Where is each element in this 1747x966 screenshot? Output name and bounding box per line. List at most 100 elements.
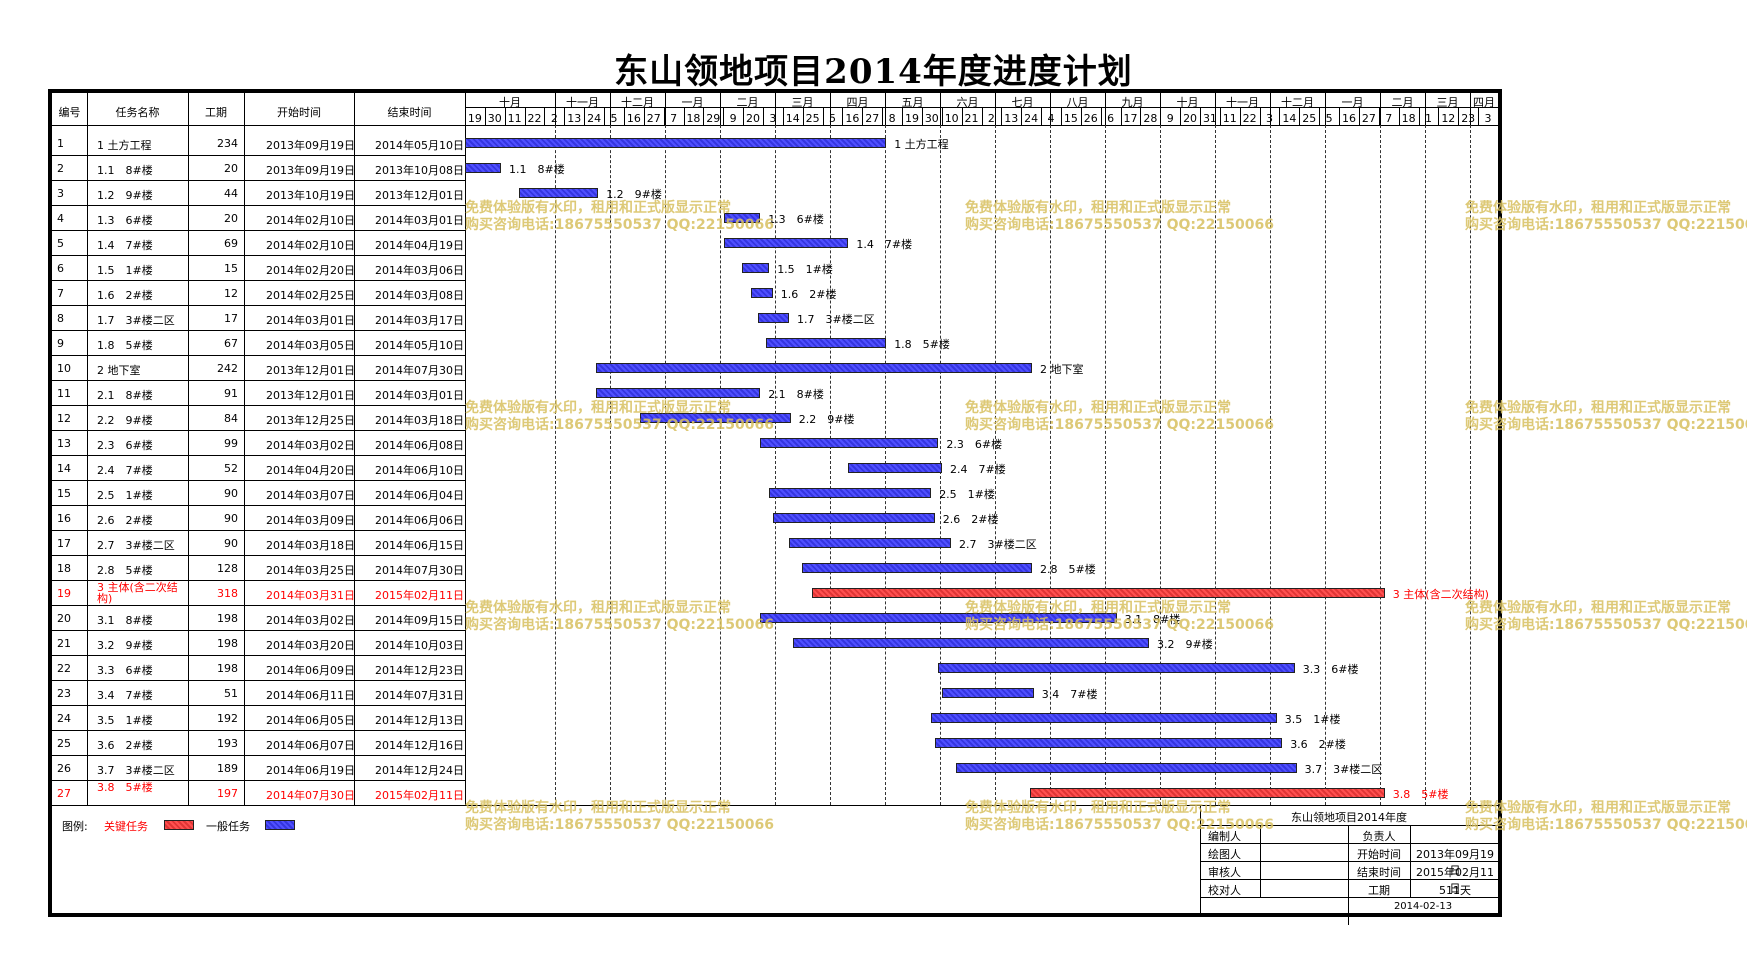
task-name[interactable]: 2.2 9#楼 [97,414,153,427]
task-bar[interactable] [751,288,773,298]
task-end: 2014年12月13日 [375,714,464,727]
task-id: 23 [57,687,71,700]
task-id: 5 [57,237,64,250]
task-bar[interactable] [938,663,1295,673]
day-divider [743,107,745,125]
critical-task-bar[interactable] [1030,788,1385,798]
task-bar[interactable] [760,613,1117,623]
month-divider [1470,93,1471,125]
day-divider [643,107,645,125]
task-name[interactable]: 1.3 6#楼 [97,214,153,227]
task-bar[interactable] [769,488,932,498]
day-label: 16 [626,112,641,125]
month-gridline [775,125,776,805]
day-label: 18 [686,112,701,125]
task-name[interactable]: 2.6 2#楼 [97,514,153,527]
task-end: 2014年05月10日 [375,139,464,152]
critical-task-bar[interactable] [812,588,1385,598]
task-name[interactable]: 3.3 6#楼 [97,664,153,677]
task-bar[interactable] [760,438,939,448]
month-label: 十月 [499,96,521,109]
task-start: 2013年09月19日 [266,139,355,152]
task-bar[interactable] [789,538,951,548]
row-divider [52,705,465,706]
info-checker: 校对人 [1208,884,1241,897]
task-duration: 234 [217,137,238,150]
task-name[interactable]: 1.1 8#楼 [97,164,153,177]
task-bar[interactable] [765,338,887,348]
task-bar[interactable] [742,263,770,273]
task-bar[interactable] [848,463,942,473]
day-label: 26 [1083,112,1098,125]
task-bar[interactable] [519,188,599,198]
task-end: 2013年10月08日 [375,164,464,177]
task-bar[interactable] [596,388,761,398]
task-name[interactable]: 2.4 7#楼 [97,464,153,477]
task-bar[interactable] [639,413,791,423]
row-divider [52,680,465,681]
day-divider [544,107,546,125]
month-label: 十一月 [1226,96,1259,109]
task-start: 2014年06月07日 [266,739,355,752]
day-divider [782,107,784,125]
month-divider [775,93,776,125]
task-bar[interactable] [724,238,849,248]
task-bar[interactable] [724,213,761,223]
row-divider [52,505,465,506]
day-label: 25 [1302,112,1317,125]
task-bar[interactable] [465,138,887,148]
day-divider [1438,107,1440,125]
task-bar[interactable] [942,688,1034,698]
task-name[interactable]: 1.7 3#楼二区 [97,314,175,327]
task-name[interactable]: 2.3 6#楼 [97,439,153,452]
task-name[interactable]: 3.6 2#楼 [97,739,153,752]
task-id: 22 [57,662,71,675]
task-end: 2014年12月24日 [375,764,464,777]
task-name[interactable]: 1.4 7#楼 [97,239,153,252]
day-divider [1120,107,1122,125]
info-reviewer: 审核人 [1208,866,1241,879]
task-name[interactable]: 3.8 5#楼 [97,781,153,794]
task-start: 2014年06月11日 [266,689,355,702]
task-bar[interactable] [596,363,1032,373]
bar-label: 2.5 1#楼 [939,488,995,501]
task-name[interactable]: 2 地下室 [97,364,141,377]
task-name[interactable]: 1.5 1#楼 [97,264,153,277]
day-divider [1180,107,1182,125]
task-start: 2014年03月31日 [266,589,355,602]
task-name[interactable]: 2.8 5#楼 [97,564,153,577]
task-name[interactable]: 3.4 7#楼 [97,689,153,702]
day-label: 8 [888,112,896,125]
task-name[interactable]: 1.6 2#楼 [97,289,153,302]
row-divider [52,355,465,356]
task-id: 7 [57,287,64,300]
task-name[interactable]: 3.5 1#楼 [97,714,153,727]
task-bar[interactable] [758,313,789,323]
task-name[interactable]: 1 土方工程 [97,139,152,152]
month-gridline [1160,125,1161,805]
task-end: 2014年12月23日 [375,664,464,677]
task-name[interactable]: 3.7 3#楼二区 [97,764,175,777]
task-bar[interactable] [801,563,1032,573]
task-name[interactable]: 3 主体(含二次结构) [97,581,178,605]
bar-label: 3.6 2#楼 [1290,738,1346,751]
task-bar[interactable] [931,713,1277,723]
task-name[interactable]: 2.7 3#楼二区 [97,539,175,552]
day-divider [723,107,725,125]
task-bar[interactable] [956,763,1297,773]
task-bar[interactable] [934,738,1283,748]
task-duration: 242 [217,362,238,375]
day-divider [1339,107,1341,125]
task-name[interactable]: 2.5 1#楼 [97,489,153,502]
task-name[interactable]: 2.1 8#楼 [97,389,153,402]
task-name[interactable]: 3.2 9#楼 [97,639,153,652]
task-name[interactable]: 1.8 5#楼 [97,339,153,352]
task-name[interactable]: 3.1 8#楼 [97,614,153,627]
task-bar[interactable] [465,163,501,173]
task-bar[interactable] [792,638,1149,648]
task-name[interactable]: 1.2 9#楼 [97,189,153,202]
task-end: 2014年07月30日 [375,364,464,377]
task-id: 14 [57,462,71,475]
task-bar[interactable] [772,513,935,523]
task-id: 4 [57,212,64,225]
